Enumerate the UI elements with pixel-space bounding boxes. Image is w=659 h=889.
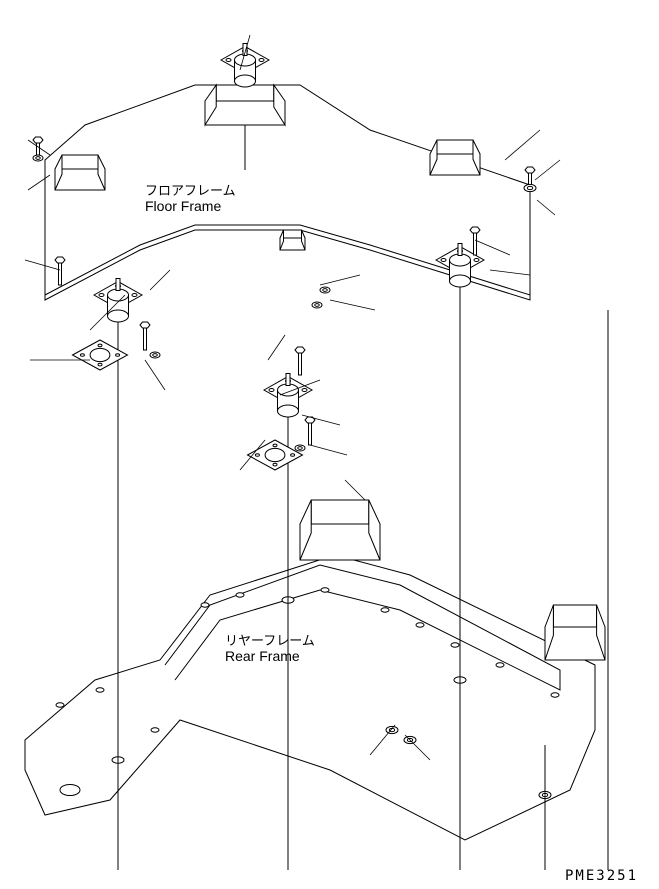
drawing-code: PME3251 xyxy=(565,868,638,884)
rear-frame-label-en: Rear Frame xyxy=(225,648,300,664)
floor-frame-label-en: Floor Frame xyxy=(145,198,221,214)
floor-frame-label-jp: フロアフレーム xyxy=(145,183,236,198)
diagram-canvas: フロアフレーム Floor Frame リヤーフレーム Rear Frame P… xyxy=(0,0,659,889)
rear-frame xyxy=(25,555,595,840)
rear-frame-label-jp: リヤーフレーム xyxy=(225,633,315,648)
